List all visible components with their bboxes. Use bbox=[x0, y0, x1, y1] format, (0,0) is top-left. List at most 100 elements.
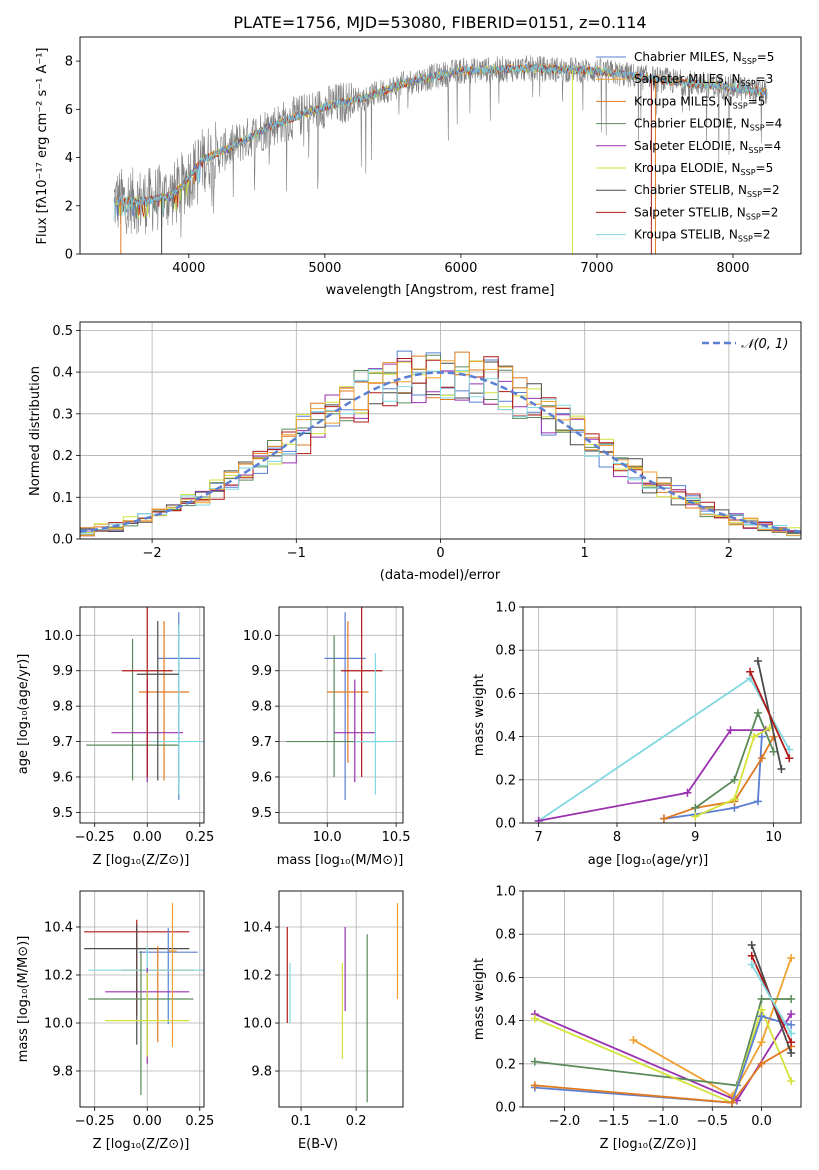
weight-point bbox=[787, 1020, 796, 1029]
weight-point bbox=[757, 1059, 766, 1068]
weight-vs-metallicity-panel: −2.0 −1.5 −1.0 −0.5 0.0 0.0 0.2 0.4 0.6 0.8 1.0 bbox=[495, 885, 802, 1129]
age-vs-metallicity-panel: −0.25 0.00 0.25 9.5 9.6 9.7 9.8 9.9 10.0 bbox=[44, 606, 214, 845]
wAge-ytick-label: 0.8 bbox=[495, 644, 516, 659]
spectrum-xtick-label: 8000 bbox=[716, 261, 749, 276]
weight-line bbox=[694, 727, 771, 818]
weight-line bbox=[663, 736, 763, 820]
residuals-ytick-label: 0.4 bbox=[52, 366, 73, 381]
weight-point bbox=[530, 1057, 539, 1066]
mass-vs-metallicity-panel: −0.25 0.00 0.25 9.8 10.0 10.2 10.4 bbox=[44, 890, 214, 1129]
spectrum-xlabel: wavelength [Angstrom, rest frame] bbox=[326, 283, 555, 298]
weight-point bbox=[757, 1038, 766, 1047]
wZ-xtick-label: −0.5 bbox=[696, 1114, 728, 1129]
residuals-xtick-label: −2 bbox=[143, 546, 162, 561]
ageM-ytick-label: 9.5 bbox=[251, 806, 272, 821]
spectrum-ytick-label: 0 bbox=[65, 248, 73, 263]
wAge-xtick-label: 8 bbox=[613, 830, 621, 845]
weight-point bbox=[787, 1077, 796, 1086]
residuals-ytick-label: 0.2 bbox=[52, 449, 73, 464]
ageZ-ytick-label: 9.8 bbox=[52, 700, 73, 715]
ageM-xtick-label: 10.5 bbox=[382, 830, 411, 845]
spectrum-ytick-label: 8 bbox=[65, 55, 73, 70]
ageM-ytick-label: 9.7 bbox=[251, 735, 272, 750]
wZ-ytick-label: 0.0 bbox=[495, 1101, 516, 1116]
weight-point bbox=[757, 732, 766, 741]
legend-entry-label: Salpeter MILES, NSSP=3 bbox=[634, 72, 773, 88]
ageM-ytick-label: 9.9 bbox=[251, 664, 272, 679]
weight-point bbox=[746, 667, 755, 676]
mE-frame bbox=[278, 890, 404, 1108]
spectrum-ytick-label: 6 bbox=[65, 103, 73, 118]
mZ-xtick-label: 0.25 bbox=[185, 1114, 214, 1129]
mE-ytick-label: 10.4 bbox=[243, 921, 272, 936]
wAge-ytick-label: 0.4 bbox=[495, 730, 516, 745]
residuals-ytick-label: 0.5 bbox=[52, 324, 73, 339]
weight-line bbox=[632, 957, 792, 1098]
ageZ-ytick-label: 9.7 bbox=[52, 735, 73, 750]
mZ-frame bbox=[79, 890, 205, 1108]
mE-xtick-label: 0.2 bbox=[346, 1114, 367, 1129]
residuals-xtick-label: 2 bbox=[725, 546, 733, 561]
weight-point bbox=[691, 803, 700, 812]
weight-point bbox=[730, 795, 739, 804]
wAge-frame bbox=[522, 606, 802, 824]
weight-point bbox=[757, 754, 766, 763]
weight-point bbox=[747, 960, 756, 969]
weight-line bbox=[538, 677, 791, 822]
ageM-points bbox=[285, 607, 397, 800]
weight-line bbox=[534, 998, 792, 1087]
ageM-ytick-label: 9.6 bbox=[251, 770, 272, 785]
wAge-ytick-label: 1.0 bbox=[495, 601, 516, 616]
wZ-xlabel: Z [log₁₀(Z/Z⊙)] bbox=[600, 1137, 697, 1152]
legend-entry-label: Chabrier STELIB, NSSP=2 bbox=[634, 183, 780, 199]
wZ-ytick-label: 0.4 bbox=[495, 1014, 516, 1029]
weight-point bbox=[753, 797, 762, 806]
mE-ytick-label: 10.2 bbox=[243, 969, 272, 984]
ageZ-xlabel: Z [log₁₀(Z/Z⊙)] bbox=[93, 853, 190, 868]
weight-point bbox=[747, 941, 756, 949]
mZ-ytick-label: 10.2 bbox=[44, 969, 73, 984]
spectrum-frame bbox=[79, 36, 802, 255]
observed-spectrum-line bbox=[113, 55, 768, 238]
wZ-ytick-label: 0.8 bbox=[495, 928, 516, 943]
weight-line bbox=[750, 963, 792, 1035]
ageZ-frame bbox=[79, 606, 205, 824]
weight-vs-age-panel: 7 8 9 10 0.0 0.2 0.4 0.6 0.8 1.0 bbox=[495, 601, 802, 845]
weight-point bbox=[777, 765, 786, 773]
figure-title: PLATE=1756, MJD=53080, FIBERID=0151, z=0… bbox=[233, 13, 646, 32]
weight-point bbox=[530, 1081, 539, 1090]
spectrum-xtick-label: 4000 bbox=[172, 261, 205, 276]
mZ-xtick-label: −0.25 bbox=[75, 1114, 115, 1129]
mE-xlabel: E(B-V) bbox=[298, 1137, 338, 1152]
ageZ-ytick-label: 10.0 bbox=[44, 629, 73, 644]
weight-point bbox=[757, 995, 766, 1003]
wZ-series bbox=[530, 941, 796, 1107]
weight-point bbox=[750, 732, 759, 741]
weight-point bbox=[753, 708, 762, 717]
ageZ-xtick-label: 0.25 bbox=[185, 830, 214, 845]
mZ-xtick-label: 0.00 bbox=[133, 1114, 162, 1129]
model-spectrum-line bbox=[113, 64, 768, 222]
mZ-ytick-label: 9.8 bbox=[52, 1065, 73, 1080]
weight-line bbox=[694, 710, 775, 809]
legend-entry-label: Kroupa ELODIE, NSSP=5 bbox=[634, 161, 773, 177]
residuals-legend: 𝒩(0, 1) bbox=[702, 337, 788, 352]
weight-point bbox=[753, 657, 762, 665]
weight-point bbox=[530, 1014, 539, 1023]
wZ-frame bbox=[522, 890, 802, 1108]
wAge-ytick-label: 0.2 bbox=[495, 773, 516, 788]
residuals-panel: −2 −1 0 1 2 0.0 0.1 0.2 0.3 0.4 0.5 bbox=[52, 321, 802, 561]
ageZ-ytick-label: 9.5 bbox=[52, 806, 73, 821]
legend-entry-label: Chabrier ELODIE, NSSP=4 bbox=[634, 117, 782, 133]
wAge-ylabel: mass weight bbox=[472, 674, 487, 756]
weight-point bbox=[534, 816, 543, 823]
legend-entry-label: Salpeter ELODIE, NSSP=4 bbox=[634, 139, 781, 155]
weight-point bbox=[787, 1010, 796, 1019]
weight-point bbox=[629, 1036, 638, 1045]
weight-point bbox=[787, 953, 796, 962]
ageM-ytick-label: 10.0 bbox=[243, 629, 272, 644]
residuals-frame bbox=[79, 321, 802, 540]
wZ-ylabel: mass weight bbox=[472, 958, 487, 1040]
mZ-ytick-label: 10.4 bbox=[44, 921, 73, 936]
